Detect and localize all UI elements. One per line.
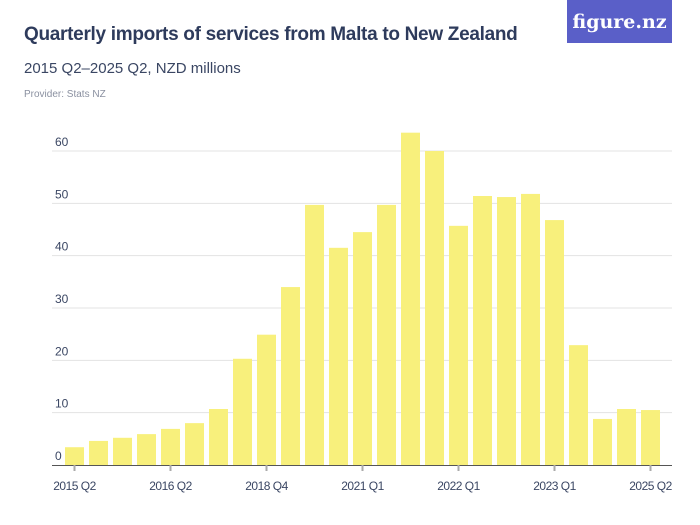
bar [89,440,108,465]
bar [641,410,660,465]
bar [617,409,636,465]
x-tick-label: 2021 Q1 [341,479,384,493]
bar [521,193,540,465]
bar [209,409,228,465]
x-tick-label: 2018 Q4 [245,479,288,493]
y-tick-label: 20 [55,344,69,358]
bar [137,434,156,465]
bar [281,287,300,465]
y-tick-label: 0 [55,449,62,463]
bar [113,437,132,465]
y-tick-label: 10 [55,397,69,411]
bar [425,151,444,465]
bar [257,334,276,465]
bar [497,197,516,465]
x-tick-label: 2022 Q1 [437,479,480,493]
x-tick-label: 2015 Q2 [53,479,96,493]
bar [569,345,588,465]
bar [353,232,372,465]
chart-title: Quarterly imports of services from Malta… [24,24,518,45]
x-tick-label: 2016 Q2 [149,479,192,493]
bar [473,196,492,466]
x-tick-label: 2023 Q1 [533,479,576,493]
provider-note: Provider: Stats NZ [24,89,106,100]
y-tick-label: 40 [55,240,69,254]
bar [185,423,204,465]
y-tick-label: 50 [55,187,69,201]
bar [161,428,180,465]
chart-subtitle: 2015 Q2–2025 Q2, NZD millions [24,60,241,77]
bar [593,418,612,465]
bar [449,225,468,465]
y-tick-label: 30 [55,292,69,306]
x-tick-label: 2025 Q2 [629,479,672,493]
bar [401,132,420,465]
bar [233,358,252,465]
figure-nz-logo[interactable]: figure.nz [567,0,672,43]
y-tick-label: 60 [55,135,69,149]
bar [329,247,348,465]
bar [65,447,84,465]
bar [377,204,396,466]
bar [545,220,564,465]
bar [305,204,324,466]
